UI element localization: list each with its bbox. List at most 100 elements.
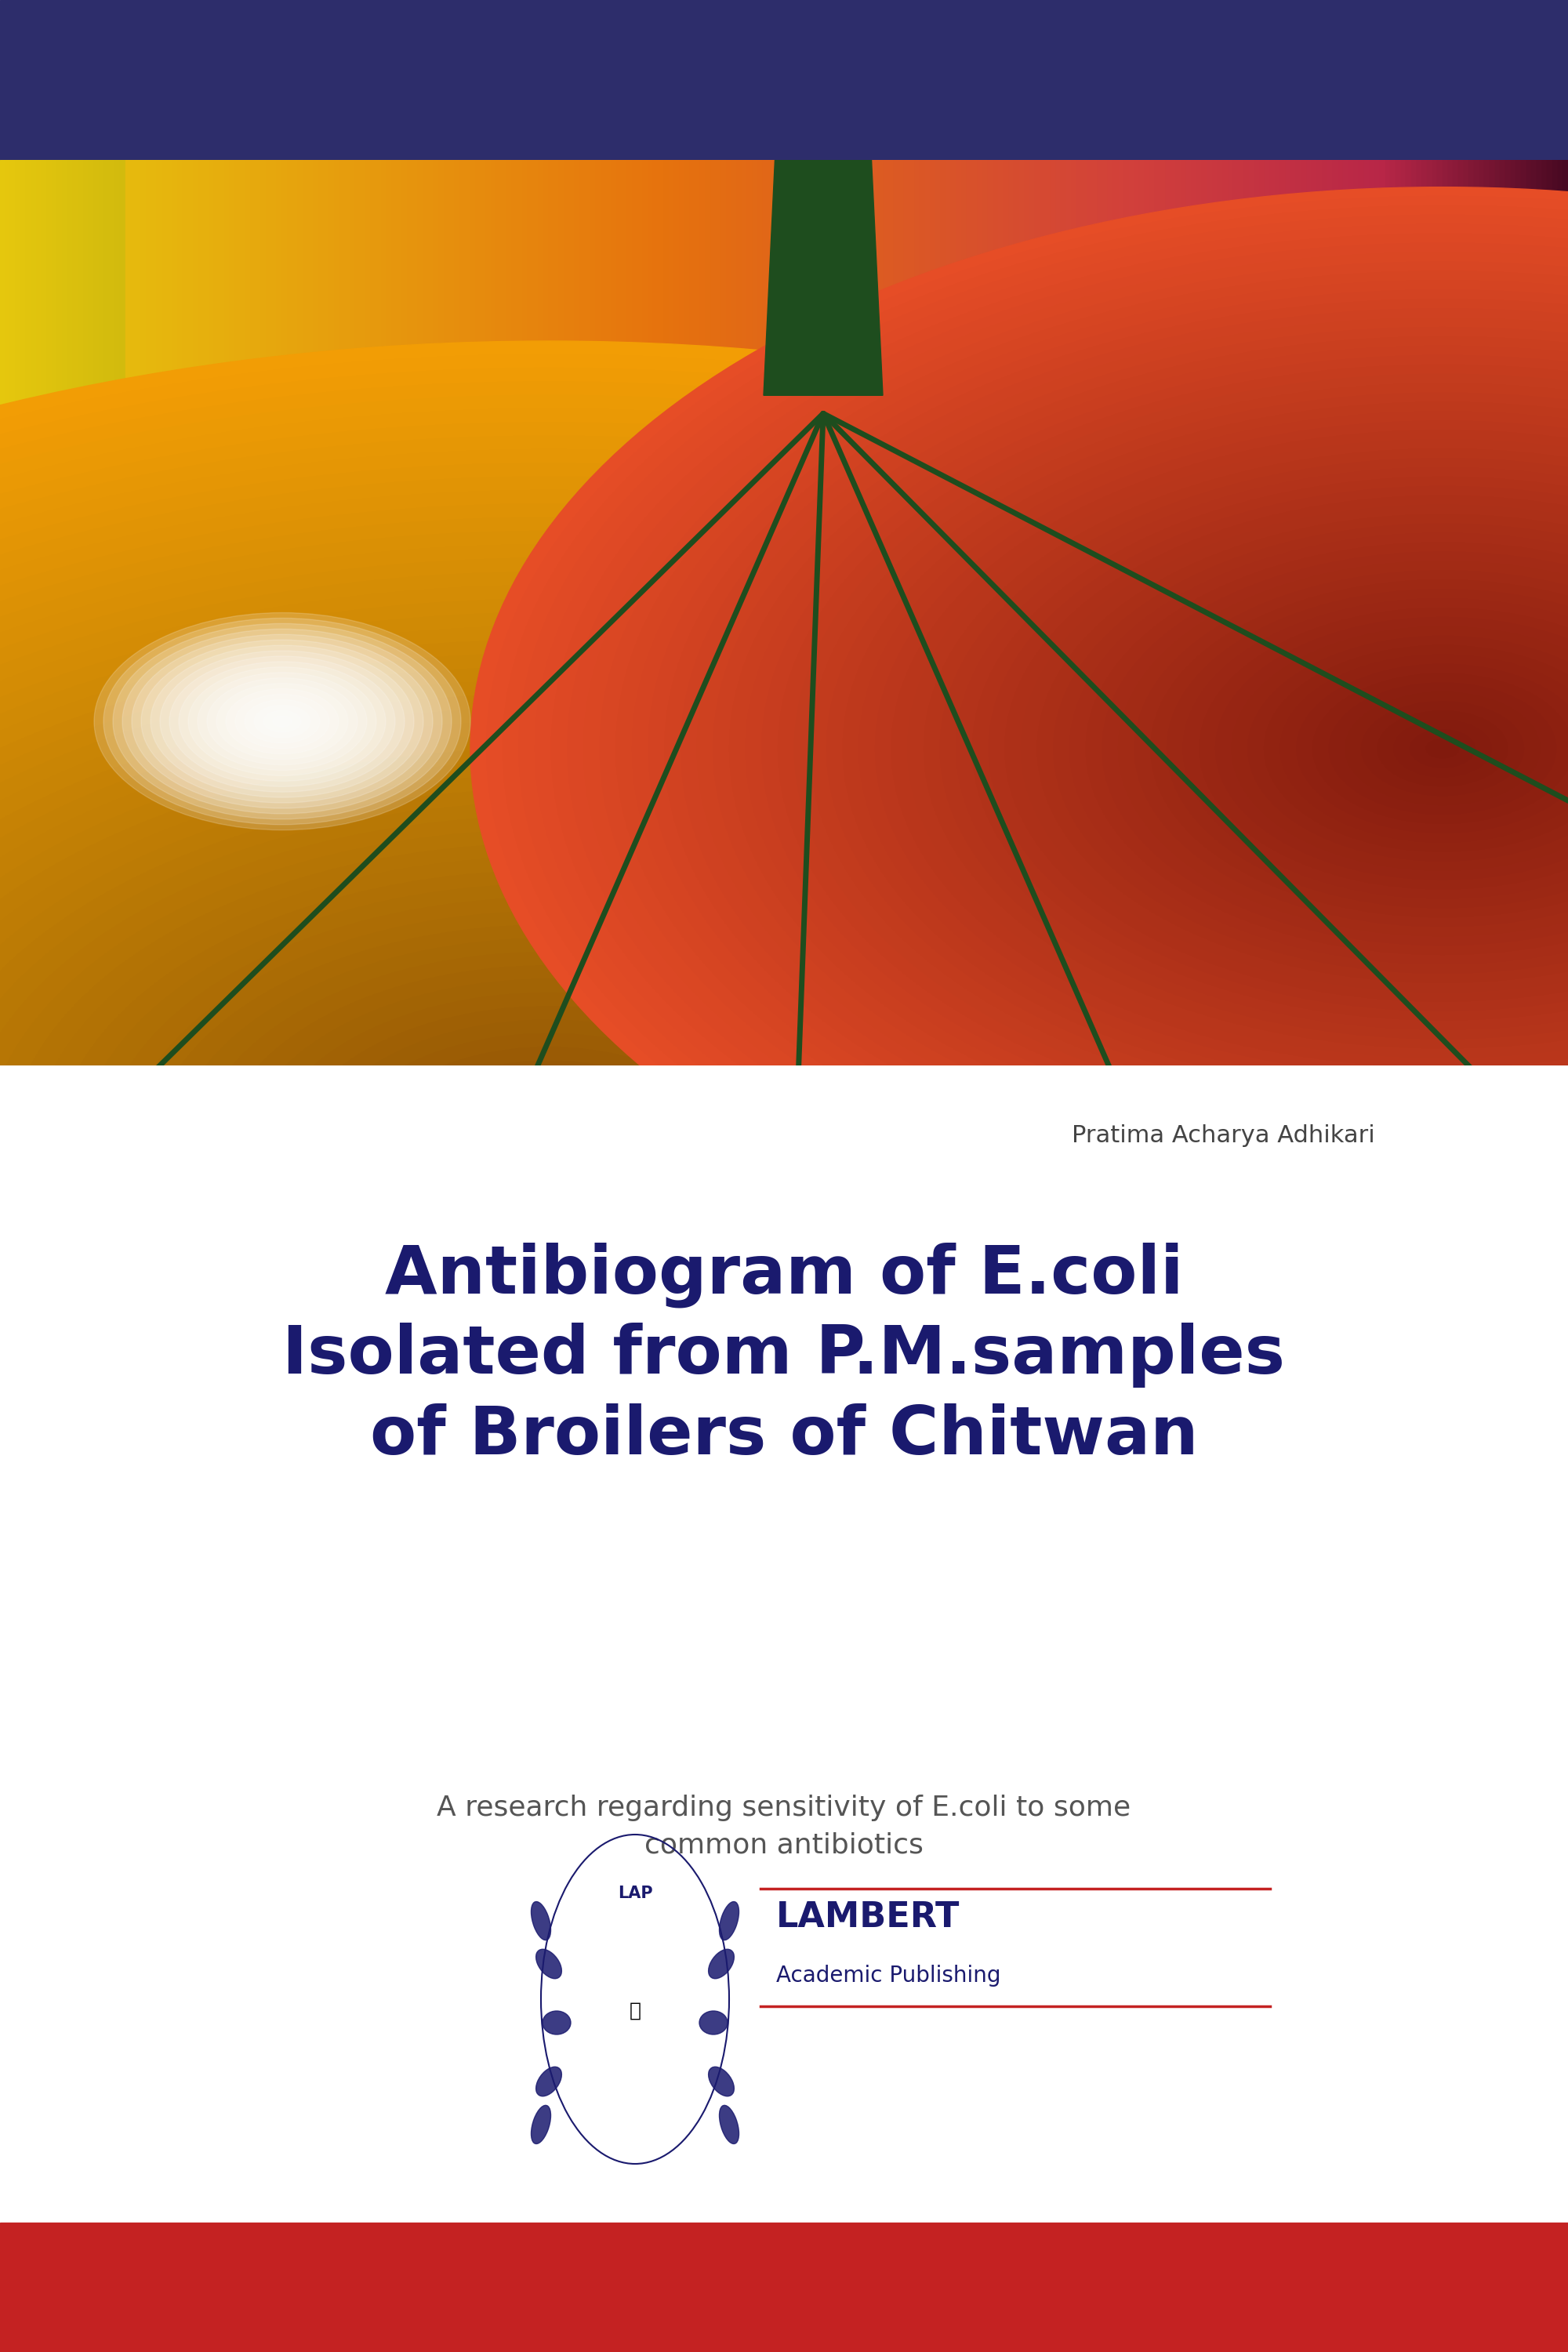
Circle shape bbox=[0, 734, 1278, 1578]
Bar bbox=[340, 160, 348, 1065]
Bar bbox=[706, 160, 713, 1065]
Bar bbox=[42, 160, 50, 1065]
Bar bbox=[654, 160, 662, 1065]
Circle shape bbox=[1232, 628, 1568, 870]
Circle shape bbox=[431, 1089, 666, 1223]
Circle shape bbox=[337, 1035, 760, 1277]
Bar bbox=[1212, 160, 1221, 1065]
Bar bbox=[1004, 160, 1011, 1065]
Bar bbox=[695, 160, 704, 1065]
Circle shape bbox=[1312, 673, 1568, 823]
Text: Pratima Acharya Adhikari: Pratima Acharya Adhikari bbox=[1071, 1124, 1375, 1148]
Bar bbox=[1087, 160, 1096, 1065]
Bar bbox=[287, 160, 296, 1065]
Bar bbox=[1521, 160, 1529, 1065]
Bar bbox=[20, 160, 30, 1065]
Bar bbox=[946, 160, 955, 1065]
Bar bbox=[1228, 160, 1237, 1065]
Circle shape bbox=[0, 748, 1254, 1564]
Circle shape bbox=[486, 198, 1568, 1301]
Bar bbox=[1234, 160, 1242, 1065]
Circle shape bbox=[535, 223, 1568, 1272]
Bar bbox=[459, 160, 469, 1065]
Bar bbox=[466, 160, 474, 1065]
Circle shape bbox=[1184, 600, 1568, 898]
Circle shape bbox=[0, 423, 1568, 1889]
Bar bbox=[831, 160, 839, 1065]
Bar bbox=[1254, 160, 1262, 1065]
Bar bbox=[1218, 160, 1226, 1065]
Ellipse shape bbox=[536, 2067, 561, 2096]
Bar bbox=[967, 160, 975, 1065]
Circle shape bbox=[972, 477, 1568, 1021]
Bar bbox=[1411, 160, 1419, 1065]
Bar bbox=[726, 160, 735, 1065]
Bar bbox=[235, 160, 243, 1065]
Bar bbox=[961, 160, 971, 1065]
Circle shape bbox=[179, 661, 386, 781]
Bar bbox=[278, 160, 285, 1065]
Circle shape bbox=[0, 503, 1568, 1809]
Bar bbox=[141, 160, 149, 1065]
Bar bbox=[1532, 160, 1540, 1065]
Bar bbox=[757, 160, 767, 1065]
Bar bbox=[199, 160, 207, 1065]
Bar bbox=[1071, 160, 1080, 1065]
Circle shape bbox=[169, 656, 395, 786]
Circle shape bbox=[151, 644, 414, 797]
Bar bbox=[1375, 160, 1383, 1065]
Bar bbox=[78, 160, 86, 1065]
Circle shape bbox=[0, 640, 1443, 1672]
Bar bbox=[732, 160, 740, 1065]
Bar bbox=[925, 160, 933, 1065]
Bar bbox=[1463, 160, 1472, 1065]
Bar bbox=[318, 160, 328, 1065]
Bar bbox=[533, 160, 541, 1065]
Bar bbox=[246, 160, 254, 1065]
Bar bbox=[298, 160, 306, 1065]
Bar bbox=[1124, 160, 1132, 1065]
Bar bbox=[517, 160, 525, 1065]
Circle shape bbox=[0, 341, 1568, 1971]
Circle shape bbox=[196, 953, 902, 1359]
Bar bbox=[549, 160, 557, 1065]
Bar bbox=[522, 160, 532, 1065]
Bar bbox=[0, 160, 8, 1065]
Bar bbox=[862, 160, 870, 1065]
Circle shape bbox=[1248, 637, 1568, 861]
Bar bbox=[679, 160, 688, 1065]
Bar bbox=[74, 160, 82, 1065]
Bar bbox=[1369, 160, 1378, 1065]
Circle shape bbox=[552, 233, 1568, 1263]
Bar bbox=[136, 160, 144, 1065]
Circle shape bbox=[649, 289, 1568, 1207]
Circle shape bbox=[220, 967, 878, 1345]
Circle shape bbox=[0, 546, 1568, 1766]
Circle shape bbox=[519, 214, 1568, 1282]
Circle shape bbox=[0, 600, 1513, 1712]
Bar bbox=[58, 160, 66, 1065]
Bar bbox=[585, 160, 594, 1065]
Circle shape bbox=[0, 409, 1568, 1903]
Bar bbox=[1046, 160, 1054, 1065]
Bar bbox=[941, 160, 949, 1065]
Bar bbox=[643, 160, 651, 1065]
Polygon shape bbox=[764, 24, 883, 395]
Circle shape bbox=[226, 689, 339, 755]
Circle shape bbox=[844, 402, 1568, 1094]
Bar bbox=[1400, 160, 1410, 1065]
Circle shape bbox=[875, 421, 1568, 1075]
Bar bbox=[690, 160, 698, 1065]
Circle shape bbox=[1038, 515, 1568, 983]
Bar bbox=[16, 160, 24, 1065]
Ellipse shape bbox=[532, 2105, 550, 2143]
Bar bbox=[1322, 160, 1331, 1065]
Bar bbox=[1380, 160, 1388, 1065]
Bar bbox=[271, 160, 281, 1065]
Bar bbox=[121, 160, 129, 1065]
Bar bbox=[5, 160, 14, 1065]
Circle shape bbox=[762, 355, 1568, 1141]
Bar bbox=[999, 160, 1007, 1065]
Circle shape bbox=[113, 623, 452, 818]
Bar bbox=[1297, 160, 1305, 1065]
